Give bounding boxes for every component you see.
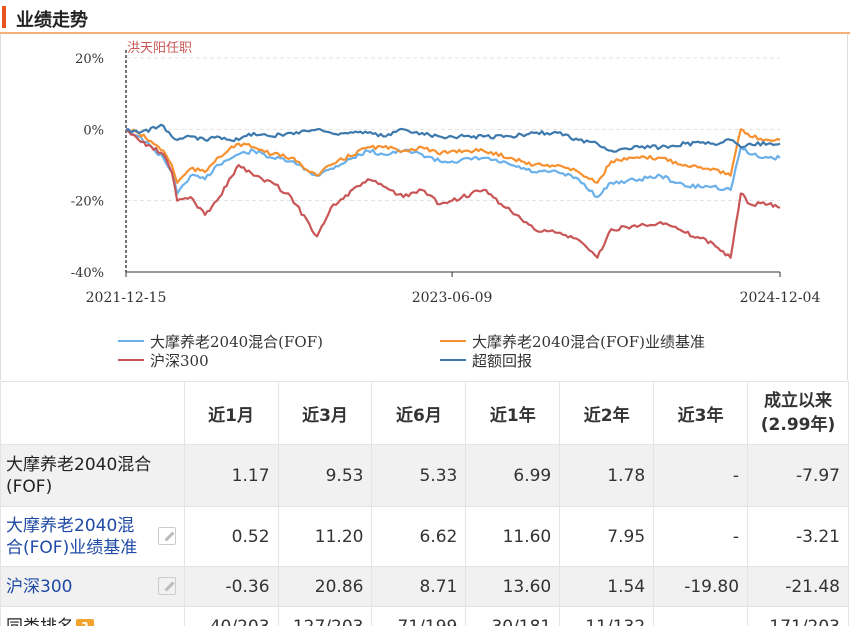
header-3m: 近3月 [277, 381, 373, 445]
legend-label-excess: 超额回报 [472, 352, 533, 370]
cell: -21.48 [747, 566, 849, 607]
y-tick-label: -20% [71, 195, 104, 210]
header-accent-bar [2, 6, 6, 28]
cell: 11/132 [559, 606, 655, 626]
cell: 171/203 [747, 606, 849, 626]
table-row-hs300: 沪深300 -0.36 20.86 8.71 13.60 1.54 -19.80… [0, 566, 849, 607]
legend-swatch-fund [118, 340, 144, 342]
cell: 9.53 [277, 444, 373, 507]
table-header-row: 近1月 近3月 近6月 近1年 近2年 近3年 成立以来 (2.99年) [0, 381, 849, 445]
chart-container [0, 34, 848, 380]
header-2y: 近2年 [559, 381, 655, 445]
header-since-inception-line2: (2.99年) [760, 415, 836, 435]
series-line-2 [125, 128, 781, 259]
row-name-rank-text: 同类排名 [6, 617, 74, 626]
cell: 127/203 [277, 606, 373, 626]
y-tick-label: 0% [83, 123, 104, 138]
cell: 6.99 [465, 444, 561, 507]
cell: -3.21 [747, 506, 849, 567]
header-1y: 近1年 [465, 381, 561, 445]
cell: 11.60 [465, 506, 561, 567]
help-icon[interactable]: ? [76, 618, 94, 626]
x-tick-label: 2024-12-04 [740, 290, 821, 306]
cell: 1.78 [559, 444, 655, 507]
cell: - [653, 606, 749, 626]
series-line-1 [125, 128, 781, 184]
y-tick-label: -40% [71, 266, 104, 281]
cell: 30/181 [465, 606, 561, 626]
header-name-cell [0, 381, 185, 445]
x-tick-label: 2023-06-09 [412, 290, 493, 306]
series-line-3 [125, 123, 781, 153]
series-line-0 [125, 128, 781, 199]
legend-benchmark[interactable]: 大摩养老2040混合(FOF)业绩基准 [440, 331, 705, 352]
cell: 20.86 [277, 566, 373, 607]
row-name-hs300[interactable]: 沪深300 [0, 566, 185, 607]
legend-swatch-benchmark [440, 340, 466, 342]
header-since-inception-line1: 成立以来 [764, 391, 832, 411]
performance-line-chart[interactable]: 20% 0% -20% -40% 2021-12-15 2023-06-09 2024-12… [0, 34, 850, 380]
cell: 6.62 [371, 506, 467, 567]
cell: 71/199 [371, 606, 467, 626]
cell: 5.33 [371, 444, 467, 507]
y-tick-label: 20% [75, 52, 104, 67]
section-title: 业绩走势 [16, 10, 88, 31]
header-1m: 近1月 [183, 381, 279, 445]
row-name-rank: 同类排名? [0, 606, 185, 626]
table-row-fund: 大摩养老2040混合(FOF) 1.17 9.53 5.33 6.99 1.78… [0, 444, 849, 507]
cell: 11.20 [277, 506, 373, 567]
cell: -0.36 [183, 566, 279, 607]
cell: -7.97 [747, 444, 849, 507]
legend-hs300[interactable]: 沪深300 [118, 350, 209, 371]
cell: 1.54 [559, 566, 655, 607]
annotation-label: 洪天阳任职 [127, 41, 192, 56]
edit-icon[interactable] [157, 576, 176, 595]
table-row-benchmark: 大摩养老2040混合(FOF)业绩基准 0.52 11.20 6.62 11.6… [0, 506, 849, 567]
legend-fund[interactable]: 大摩养老2040混合(FOF) [118, 331, 323, 352]
row-name-benchmark[interactable]: 大摩养老2040混合(FOF)业绩基准 [0, 506, 185, 567]
legend-label-benchmark: 大摩养老2040混合(FOF)业绩基准 [472, 333, 705, 351]
cell: -19.80 [653, 566, 749, 607]
legend-excess[interactable]: 超额回报 [440, 350, 532, 371]
cell: 8.71 [371, 566, 467, 607]
row-name-benchmark-text[interactable]: 大摩养老2040混合(FOF)业绩基准 [6, 515, 138, 558]
performance-table: 近1月 近3月 近6月 近1年 近2年 近3年 成立以来 (2.99年) 大摩养… [0, 381, 849, 626]
cell: - [653, 506, 749, 567]
x-tick-label: 2021-12-15 [86, 290, 167, 306]
cell: 40/203 [183, 606, 279, 626]
legend-label-fund: 大摩养老2040混合(FOF) [150, 333, 323, 351]
edit-icon[interactable] [157, 526, 176, 545]
cell: 0.52 [183, 506, 279, 567]
row-name-fund: 大摩养老2040混合(FOF) [0, 444, 185, 507]
header-6m: 近6月 [371, 381, 467, 445]
cell: 7.95 [559, 506, 655, 567]
legend-swatch-hs300 [118, 359, 144, 361]
table-row-rank: 同类排名? 40/203 127/203 71/199 30/181 11/13… [0, 606, 849, 626]
legend-swatch-excess [440, 359, 466, 361]
header-since-inception: 成立以来 (2.99年) [747, 381, 849, 445]
cell: - [653, 444, 749, 507]
legend-label-hs300: 沪深300 [150, 352, 209, 370]
header-3y: 近3年 [653, 381, 749, 445]
row-name-hs300-text[interactable]: 沪深300 [6, 576, 73, 597]
cell: 1.17 [183, 444, 279, 507]
cell: 13.60 [465, 566, 561, 607]
section-header: 业绩走势 [0, 0, 850, 34]
